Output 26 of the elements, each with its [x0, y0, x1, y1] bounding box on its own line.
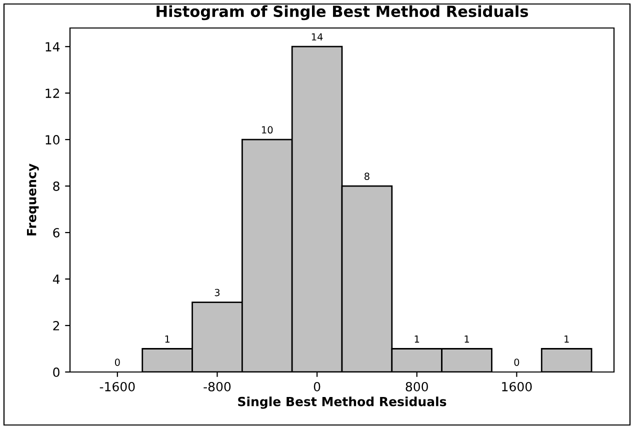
y-tick-label: 8 [53, 182, 60, 191]
data-label: 1 [165, 335, 170, 343]
data-label: 14 [312, 33, 323, 40]
chart-title: Histogram of Single Best Method Residuals [156, 5, 528, 20]
y-tick-label: 6 [53, 228, 60, 238]
x-tick-label: 1600 [502, 382, 532, 392]
data-label: 1 [564, 335, 569, 343]
x-tick-label: -1600 [100, 382, 135, 392]
data-label: 10 [262, 126, 273, 134]
data-label: 1 [414, 335, 420, 343]
x-tick-label: 800 [406, 382, 428, 392]
data-label: 0 [114, 358, 120, 366]
y-tick-label: 12 [46, 88, 60, 98]
y-tick-label: 0 [53, 367, 60, 377]
data-label: 8 [364, 172, 370, 180]
y-tick-label: 10 [46, 135, 60, 144]
y-axis-title: Frequency [27, 164, 39, 236]
x-tick-label: -800 [204, 382, 231, 392]
x-axis-title: Single Best Method Residuals [238, 396, 446, 409]
x-tick-label: 0 [314, 382, 320, 392]
data-label: 0 [514, 358, 520, 366]
y-tick-label: 2 [53, 320, 60, 330]
y-tick-label: 4 [52, 274, 60, 284]
data-label: 1 [464, 335, 469, 343]
y-tick-label: 14 [46, 42, 60, 52]
data-label: 3 [214, 288, 220, 296]
